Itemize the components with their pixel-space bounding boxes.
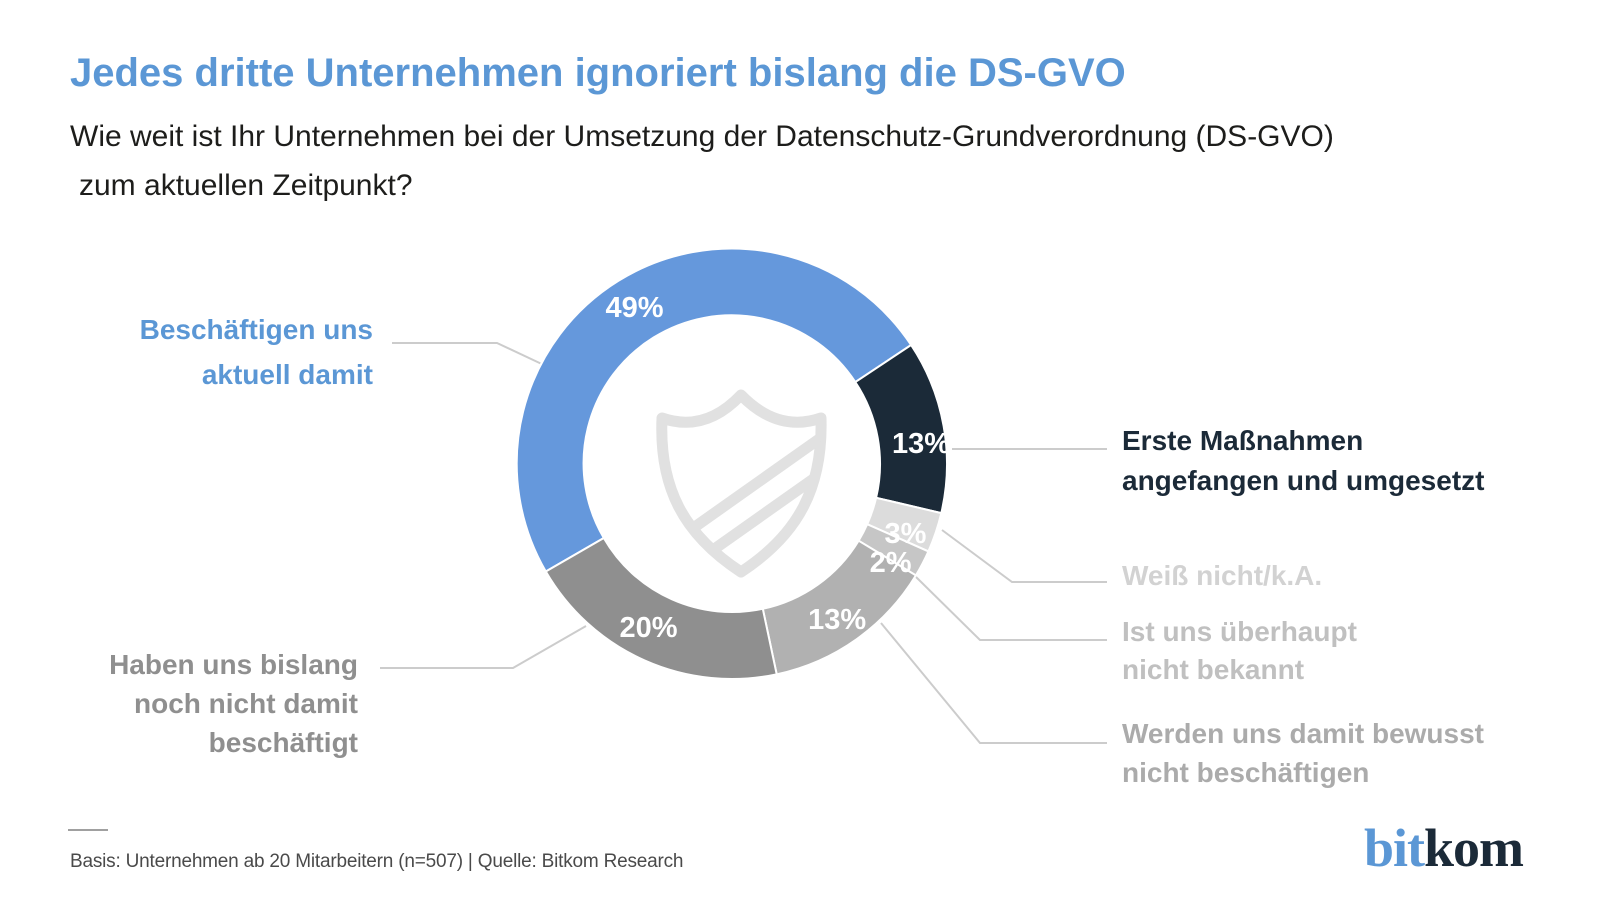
callout-ist-uns-ueberhaupt: Ist uns überhaupt nicht bekannt — [1122, 613, 1357, 689]
callout-line: nicht bekannt — [1122, 654, 1305, 685]
callout-haben-uns: Haben uns bislang noch nicht damit besch… — [18, 645, 358, 762]
page-title: Jedes dritte Unternehmen ignoriert bisla… — [70, 51, 1126, 95]
callout-line: Erste Maßnahmen — [1122, 425, 1364, 456]
bitkom-logo: bitkom — [1363, 818, 1524, 878]
callout-line: nicht beschäftigen — [1122, 757, 1370, 788]
logo-part-kom: kom — [1423, 818, 1524, 878]
footer-divider — [68, 829, 108, 831]
donut-segment-6 — [544, 536, 778, 680]
callout-weiss-nicht: Weiß nicht/k.A. — [1122, 556, 1322, 596]
subtitle-line-2: zum aktuellen Zeitpunkt? — [79, 169, 413, 202]
subtitle-line-1: Wie weit ist Ihr Unternehmen bei der Ums… — [70, 120, 1334, 153]
donut-segment-1 — [515, 247, 913, 573]
callout-werden-uns: Werden uns damit bewusst nicht beschäfti… — [1122, 714, 1484, 792]
callout-line: aktuell damit — [201, 359, 373, 390]
donut-value-label-6: 20% — [619, 612, 677, 644]
callout-line: Haben uns bislang — [109, 649, 358, 680]
leader-line-werden — [880, 622, 1107, 744]
shield-outline — [656, 389, 827, 578]
callout-erste-massnahmen: Erste Maßnahmen angefangen und umgesetzt — [1122, 421, 1484, 501]
logo-part-bit: bit — [1363, 818, 1425, 878]
donut-segments — [515, 247, 948, 680]
donut-value-label-4: 2% — [870, 547, 912, 579]
callout-line: beschäftigt — [208, 727, 358, 758]
leader-line-ist — [913, 574, 1107, 641]
donut-value-label-3: 3% — [884, 518, 926, 550]
leader-line-weiss — [941, 529, 1107, 583]
callout-line: Beschäftigen uns — [139, 314, 373, 345]
callout-line: Weiß nicht/k.A. — [1122, 560, 1323, 591]
callout-line: angefangen und umgesetzt — [1122, 465, 1485, 496]
callout-line: noch nicht damit — [134, 688, 358, 719]
callout-line: Ist uns überhaupt — [1122, 616, 1357, 647]
leader-line-blue — [392, 342, 547, 367]
donut-value-labels: 49%13%3%2%13%20% — [605, 292, 950, 644]
footer-source-text: Basis: Unternehmen ab 20 Mitarbeitern (n… — [70, 851, 684, 872]
leader-line-haben — [380, 625, 587, 669]
donut-value-label-5: 13% — [808, 604, 866, 636]
donut-value-label-2: 13% — [892, 428, 950, 460]
callout-line: Werden uns damit bewusst — [1122, 718, 1484, 749]
callout-beschaeftigen: Beschäftigen uns aktuell damit — [53, 307, 373, 397]
leader-lines — [380, 342, 1107, 744]
shield-icon — [656, 389, 827, 578]
donut-value-label-1: 49% — [605, 292, 663, 324]
